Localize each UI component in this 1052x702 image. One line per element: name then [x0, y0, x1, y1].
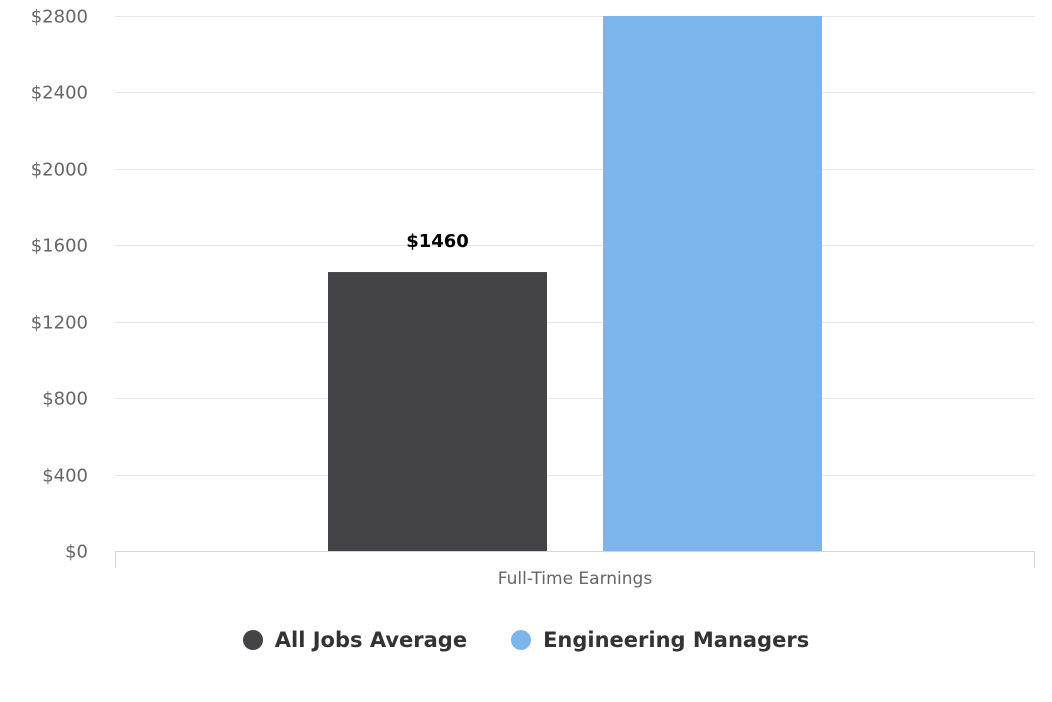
gridlines — [115, 16, 1035, 476]
y-tick-label: $400 — [42, 466, 88, 487]
data-labels: $1460 — [406, 231, 469, 252]
legend-label-engineering-managers: Engineering Managers — [543, 628, 810, 652]
y-axis-ticks: $0 $400 $800 $1200 $1600 $2000 $2400 $2800 — [31, 7, 88, 563]
bar-all-jobs-average[interactable] — [328, 272, 547, 551]
y-tick-label: $2000 — [31, 160, 88, 181]
y-tick-label: $1200 — [31, 313, 88, 334]
legend-item-engineering-managers[interactable]: Engineering Managers — [511, 628, 809, 652]
data-label: $1460 — [406, 231, 469, 252]
bar-engineering-managers[interactable] — [603, 16, 822, 551]
legend: All Jobs Average Engineering Managers — [0, 628, 1052, 652]
y-tick-label: $2400 — [31, 83, 88, 104]
legend-label-all-jobs-average: All Jobs Average — [274, 628, 468, 652]
bars — [328, 16, 822, 551]
legend-swatch-engineering-managers — [511, 630, 532, 650]
y-tick-label: $800 — [42, 389, 88, 410]
y-tick-label: $1600 — [31, 236, 88, 257]
x-axis: Full-Time Earnings — [115, 551, 1035, 589]
legend-swatch-all-jobs-average — [242, 630, 263, 650]
y-tick-label: $2800 — [31, 7, 88, 28]
y-tick-label: $0 — [65, 542, 88, 563]
x-category-label: Full-Time Earnings — [498, 569, 653, 589]
chart: $0 $400 $800 $1200 $1600 $2000 $2400 $2800 $146… — [31, 7, 1035, 589]
legend-item-all-jobs-average[interactable]: All Jobs Average — [242, 628, 468, 652]
